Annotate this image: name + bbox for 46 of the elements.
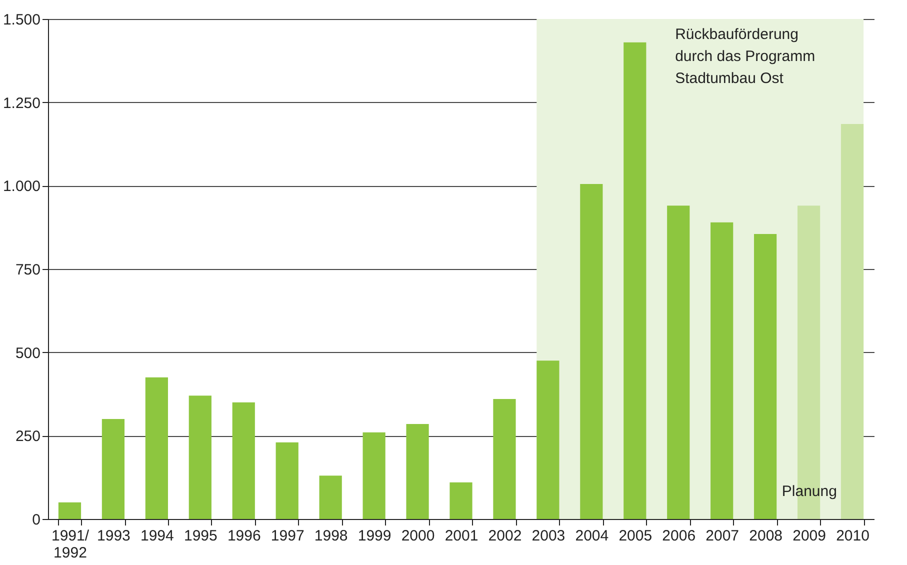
x-tick-label: 2006 [662,528,696,544]
bar [580,184,603,519]
x-tick-label: 2009 [792,528,826,544]
x-tick-label: 1993 [97,528,130,544]
bar [840,124,864,519]
bar [710,222,734,519]
bar [276,442,298,519]
y-tick-label: 1.000 [2,178,40,196]
bar [362,432,386,519]
x-tick-label: 2004 [575,528,609,544]
bar [624,42,646,519]
x-tick-label: 2007 [706,528,740,544]
bar [58,502,82,519]
x-tick-label: 2003 [532,528,566,544]
y-tick-label: 1.250 [2,94,40,112]
annotation: Planung [782,483,837,500]
x-tick-label: 2002 [488,528,522,544]
x-tick-label: 2008 [749,528,783,544]
x-tick-label: 1998 [314,528,348,544]
bar [450,482,472,519]
x-tick-label: 2005 [618,528,652,544]
x-tick-label: 1997 [270,528,304,544]
x-tick-label: 1991/ 1992 [51,528,90,562]
bar [232,402,255,519]
bar [102,419,125,519]
bar [319,476,342,519]
y-tick-label: 750 [15,262,40,278]
x-tick-label: 2000 [401,528,435,544]
y-tick-label: 500 [15,344,40,362]
y-tick-label: 1.500 [2,12,40,28]
x-tick-label: 1994 [140,528,174,544]
x-tick-label: 2010 [836,528,870,544]
bar [754,234,777,519]
x-tick-label: 1995 [184,528,218,544]
bar [188,396,212,519]
x-tick-label: 2001 [444,528,478,544]
bar [493,399,516,519]
bar [145,377,168,519]
bar [667,206,690,519]
band-label: Rückbauförderung durch das Programm Stadtumbau Ost [675,26,816,87]
x-tick-label: 1999 [358,528,392,544]
bar [536,360,560,519]
y-tick-label: 250 [15,428,40,446]
y-tick-label: 0 [32,512,40,528]
x-tick-label: 1996 [227,528,261,544]
bar [406,424,429,519]
